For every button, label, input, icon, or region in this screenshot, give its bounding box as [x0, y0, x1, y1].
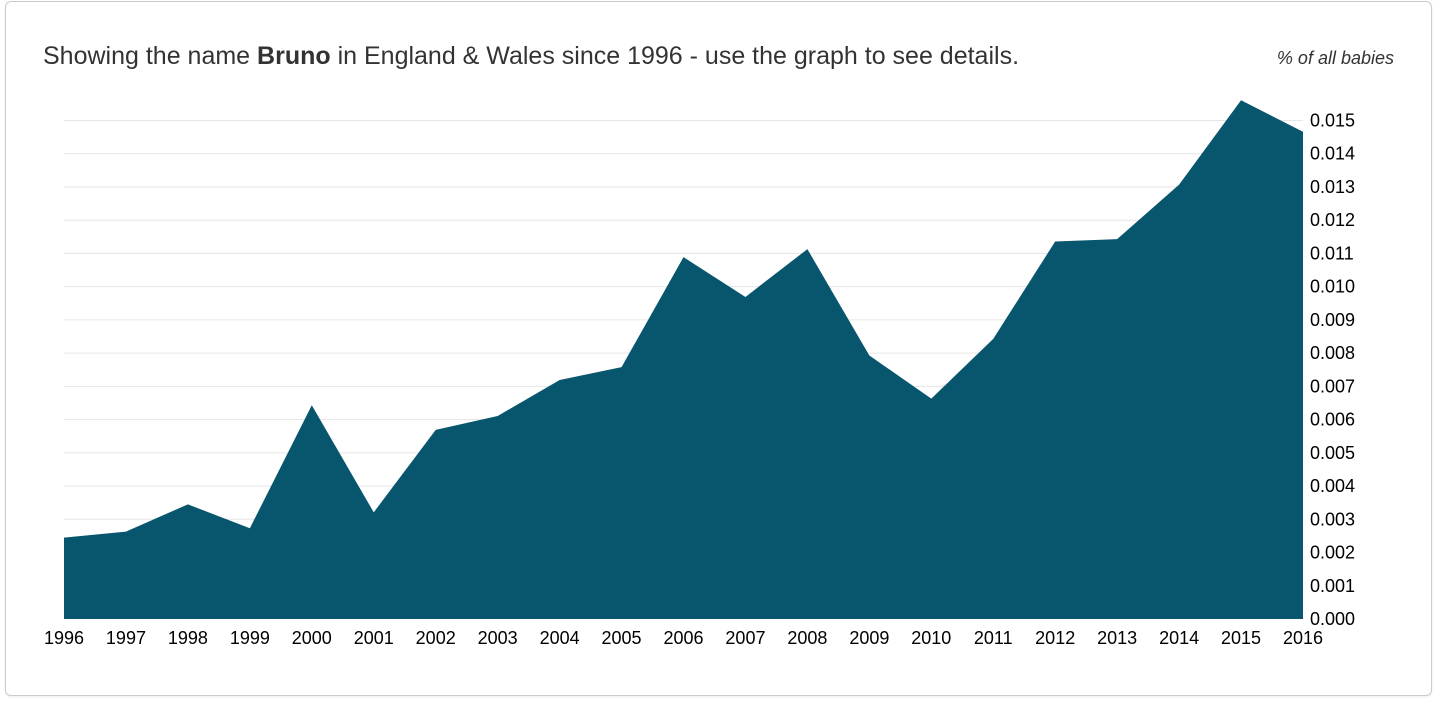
y-tick-label: 0.000 [1310, 609, 1355, 629]
y-tick-label: 0.011 [1310, 243, 1354, 263]
x-tick-label: 2000 [292, 628, 332, 648]
y-tick-label: 0.012 [1310, 210, 1355, 230]
y-tick-label: 0.009 [1310, 310, 1355, 330]
data-point-2002[interactable] [432, 426, 440, 434]
x-tick-label: 2014 [1159, 628, 1199, 648]
data-point-1997[interactable] [122, 528, 130, 536]
y-tick-label: 0.013 [1310, 177, 1355, 197]
x-tick-label: 2010 [911, 628, 951, 648]
x-tick-label: 2001 [354, 628, 394, 648]
data-point-2014[interactable] [1175, 181, 1183, 189]
y-tick-label: 0.001 [1310, 576, 1355, 596]
y-tick-label: 0.005 [1310, 443, 1355, 463]
x-tick-label: 1996 [44, 628, 84, 648]
data-point-2012[interactable] [1051, 237, 1059, 245]
x-tick-label: 2013 [1097, 628, 1137, 648]
data-point-1996[interactable] [60, 534, 68, 542]
series-area[interactable] [64, 100, 1303, 620]
data-point-2016[interactable] [1299, 128, 1307, 136]
x-tick-label: 2012 [1035, 628, 1075, 648]
data-point-2009[interactable] [865, 351, 873, 359]
y-tick-label: 0.015 [1310, 111, 1355, 131]
x-tick-label: 2007 [725, 628, 765, 648]
x-tick-label: 2006 [663, 628, 703, 648]
y-tick-label: 0.003 [1310, 509, 1355, 529]
data-point-2005[interactable] [618, 363, 626, 371]
y-axis: 0.000 0.001 0.002 0.003 0.004 0.005 0.006 0.007… [1310, 111, 1355, 630]
x-axis: 1996 1997 1998 1999 2000 2001 2002 2003 2004 2005… [44, 628, 1323, 648]
chart-title: Showing the name Bruno in England & Wale… [43, 42, 1019, 71]
y-tick-label: 0.014 [1310, 144, 1355, 164]
x-tick-label: 1998 [168, 628, 208, 648]
data-point-2006[interactable] [680, 253, 688, 261]
x-tick-label: 2008 [787, 628, 827, 648]
y-axis-caption: % of all babies [1276, 48, 1394, 68]
x-tick-label: 1997 [106, 628, 146, 648]
y-tick-label: 0.008 [1310, 343, 1355, 363]
baby-name: Bruno [257, 42, 331, 70]
y-tick-label: 0.004 [1310, 476, 1355, 496]
y-tick-label: 0.007 [1310, 376, 1355, 396]
title-suffix: in England & Wales since 1996 - use the … [330, 42, 1020, 70]
y-tick-label: 0.010 [1310, 277, 1355, 297]
data-point-2003[interactable] [494, 412, 502, 420]
data-point-2007[interactable] [741, 293, 749, 301]
data-point-2015[interactable] [1237, 96, 1245, 104]
data-point-2008[interactable] [803, 245, 811, 253]
data-point-2013[interactable] [1113, 235, 1121, 243]
x-tick-label: 2016 [1283, 628, 1323, 648]
data-point-1999[interactable] [246, 524, 254, 532]
data-point-2001[interactable] [370, 508, 378, 516]
area-series[interactable] [60, 96, 1307, 620]
data-point-2004[interactable] [556, 376, 564, 384]
y-tick-label: 0.002 [1310, 543, 1355, 563]
data-point-1998[interactable] [184, 500, 192, 508]
x-tick-label: 2015 [1221, 628, 1261, 648]
x-tick-label: 2009 [849, 628, 889, 648]
data-point-2000[interactable] [308, 401, 316, 409]
title-prefix: Showing the name [43, 42, 258, 70]
data-point-2011[interactable] [989, 335, 997, 343]
x-tick-label: 2003 [478, 628, 518, 648]
x-tick-label: 2004 [540, 628, 580, 648]
x-tick-label: 1999 [230, 628, 270, 648]
x-tick-label: 2005 [602, 628, 642, 648]
data-point-2010[interactable] [927, 395, 935, 403]
y-tick-label: 0.006 [1310, 410, 1355, 430]
x-tick-label: 2002 [416, 628, 456, 648]
x-tick-label: 2011 [974, 628, 1013, 648]
